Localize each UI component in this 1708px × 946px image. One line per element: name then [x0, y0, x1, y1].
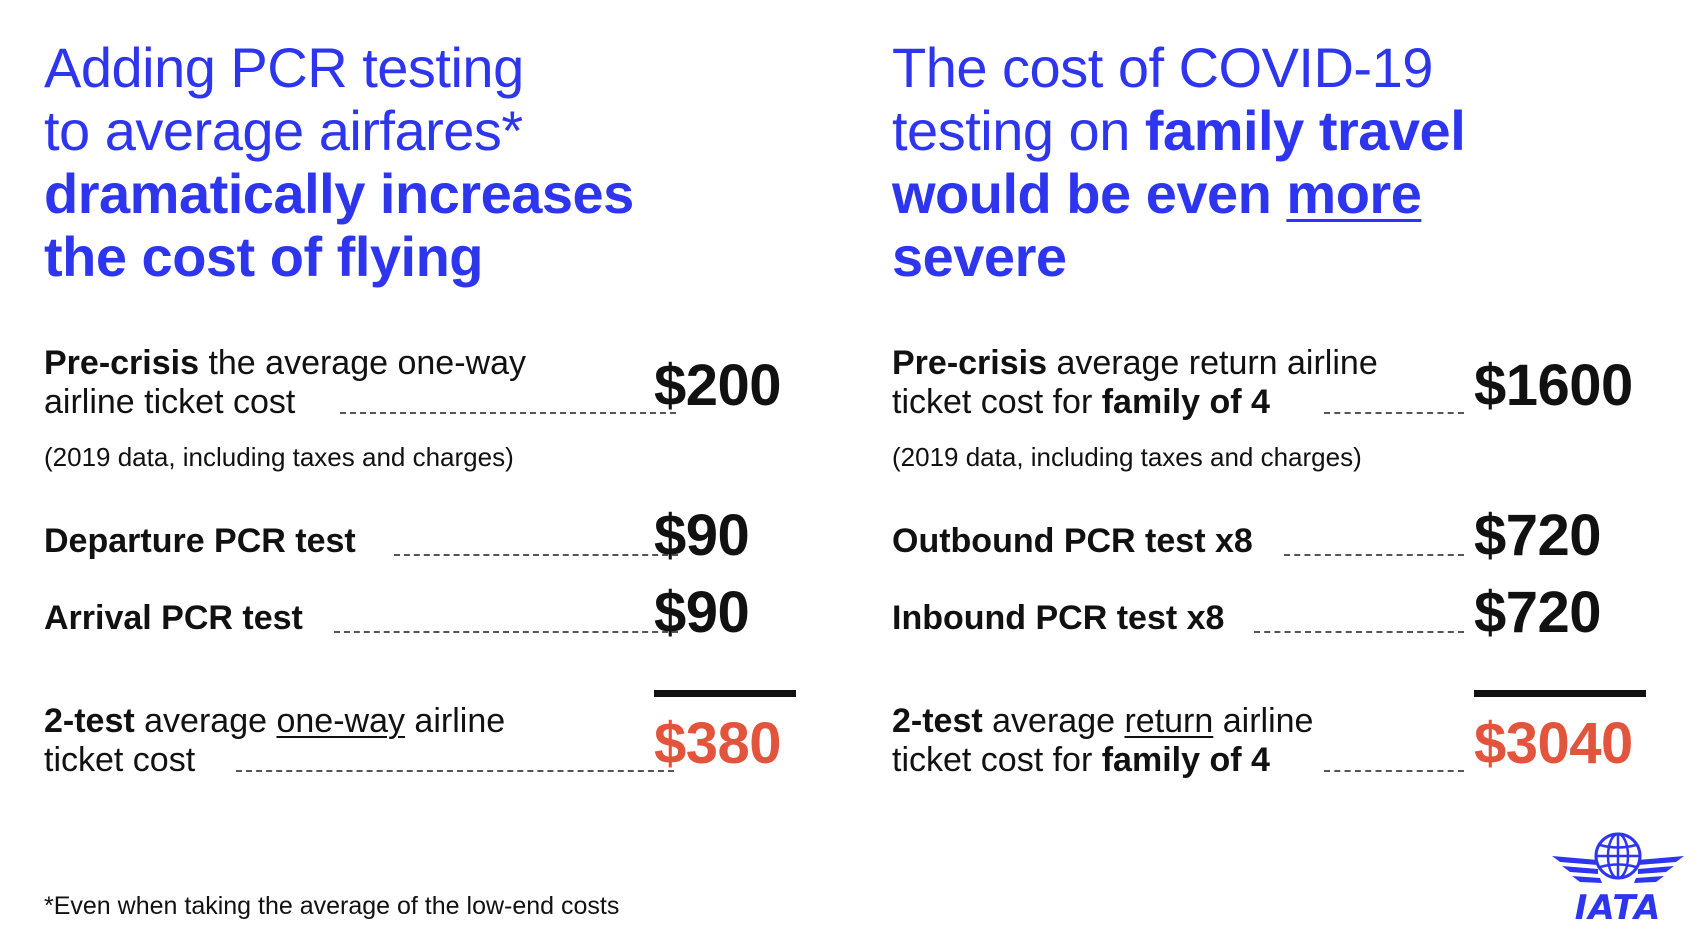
left-headline-line-2: to average airfares* [44, 99, 523, 162]
left-total-value: $380 [654, 711, 782, 776]
right-total-leader [1324, 770, 1464, 772]
right-precrisis-value: $1600 [1474, 353, 1633, 418]
left-total-text-a: average [134, 702, 277, 740]
right-headline-line-2-plain: testing on [892, 99, 1145, 162]
iata-globe-wings-icon [1552, 832, 1684, 883]
left-total-leader [236, 770, 674, 772]
left-departure-value: $90 [654, 503, 750, 568]
right-total-label: 2-test average return airline ticket cos… [892, 702, 1313, 780]
right-outbound-leader [1284, 554, 1464, 556]
right-headline-line-1: The cost of COVID-19 [892, 36, 1433, 99]
left-arrival-label: Arrival PCR test [44, 599, 303, 637]
right-precrisis-bold: Pre-crisis [892, 344, 1047, 382]
left-departure-leader [394, 554, 678, 556]
right-total-value: $3040 [1474, 711, 1633, 776]
right-inbound-value: $720 [1474, 580, 1602, 645]
left-precrisis-label: Pre-crisis the average one-way airline t… [44, 344, 526, 422]
right-precrisis-text-b-bold: family of 4 [1101, 383, 1270, 421]
left-precrisis-value: $200 [654, 353, 782, 418]
right-inbound-label: Inbound PCR test x8 [892, 599, 1225, 637]
left-arrival-value: $90 [654, 580, 750, 645]
right-precrisis-text-a: average return airline [1047, 344, 1378, 382]
left-precrisis-text-a: the average one-way [199, 344, 526, 382]
left-headline: Adding PCR testing to average airfares* … [44, 36, 634, 288]
left-precrisis-bold: Pre-crisis [44, 344, 199, 382]
right-precrisis-leader [1324, 412, 1464, 414]
right-headline-line-4: severe [892, 225, 1067, 288]
left-headline-line-3: dramatically increases [44, 162, 634, 225]
right-total-text-b: airline [1213, 702, 1314, 740]
right-headline: The cost of COVID-19 testing on family t… [892, 36, 1466, 288]
right-outbound-value: $720 [1474, 503, 1602, 568]
left-sum-rule [654, 690, 796, 697]
footnote: *Even when taking the average of the low… [44, 892, 620, 920]
right-precrisis-note: (2019 data, including taxes and charges) [892, 442, 1362, 472]
left-precrisis-leader [340, 412, 676, 414]
left-headline-line-4: the cost of flying [44, 225, 484, 288]
right-precrisis-text-b: ticket cost for [892, 383, 1102, 421]
iata-wordmark: IATA [1574, 888, 1662, 928]
left-total-text-b: airline [404, 702, 506, 740]
right-headline-line-2-bold: family travel [1144, 99, 1466, 162]
iata-logo: IATA [1548, 830, 1688, 928]
right-total-text-c-bold: family of 4 [1101, 741, 1270, 779]
right-total-text-c: ticket cost for [892, 741, 1102, 779]
left-arrival-leader [334, 631, 678, 633]
left-total-bold: 2-test [44, 702, 135, 740]
left-precrisis-text-b: airline ticket cost [44, 383, 296, 421]
right-headline-line-3-bold: would be even [892, 162, 1287, 225]
right-total-bold: 2-test [892, 702, 983, 740]
left-total-text-c: ticket cost [44, 741, 196, 779]
right-total-underlined: return [1124, 702, 1214, 740]
left-precrisis-note: (2019 data, including taxes and charges) [44, 442, 514, 472]
right-total-text-a: average [982, 702, 1125, 740]
right-outbound-label: Outbound PCR test x8 [892, 522, 1253, 560]
left-headline-line-1: Adding PCR testing [44, 36, 524, 99]
right-precrisis-label: Pre-crisis average return airline ticket… [892, 344, 1378, 422]
left-total-label: 2-test average one-way airline ticket co… [44, 702, 505, 780]
right-sum-rule [1474, 690, 1646, 697]
left-departure-label: Departure PCR test [44, 522, 356, 560]
right-inbound-leader [1254, 631, 1464, 633]
right-headline-underlined: more [1286, 162, 1422, 225]
left-total-underlined: one-way [276, 702, 405, 740]
